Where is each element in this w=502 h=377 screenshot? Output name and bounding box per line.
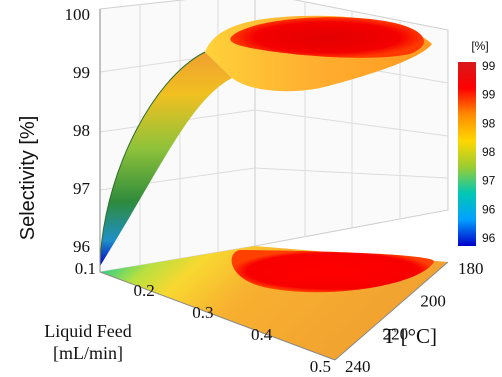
colorbar-gradient xyxy=(458,62,476,246)
colorbar-label: 96 xyxy=(482,202,496,216)
x-axis-label-line1: Liquid Feed xyxy=(44,321,132,341)
y-tick-label: 200 xyxy=(420,292,446,311)
colorbar-label: 99 xyxy=(482,88,496,102)
x-tick-label: 0.2 xyxy=(134,281,155,300)
x-axis-label-line2: [mL/min] xyxy=(53,343,123,363)
colorbar-label: 96 xyxy=(482,231,496,245)
surface-left-edge xyxy=(99,51,206,267)
z-tick-label: 97 xyxy=(73,179,91,198)
y-tick-label: 220 xyxy=(383,324,409,343)
z-tick-label: 99 xyxy=(73,63,90,82)
floor-projection xyxy=(100,246,448,360)
x-tick-label: 0.3 xyxy=(192,303,213,322)
surface-optimum-cap xyxy=(230,17,424,58)
y-axis-label: T [°C] xyxy=(383,324,437,348)
colorbar-label: 98 xyxy=(482,145,496,159)
z-tick-label: 100 xyxy=(65,5,91,24)
floor-red-region xyxy=(231,250,435,293)
colorbar-unit: [%] xyxy=(471,39,488,53)
colorbar-labels: 99 99 98 98 97 96 96 xyxy=(482,59,496,245)
z-tick-labels: 100 99 98 97 96 xyxy=(65,5,91,256)
axis-lines xyxy=(99,9,449,361)
x-tick-label: 0.4 xyxy=(251,325,273,344)
colorbar-label: 98 xyxy=(482,116,496,130)
x-tick-label: 0.5 xyxy=(310,357,331,376)
colorbar: [%] 99 99 98 98 97 96 96 xyxy=(458,39,496,246)
colorbar-label: 97 xyxy=(482,174,496,188)
x-tick-label: 0.1 xyxy=(75,259,96,278)
response-surface xyxy=(99,15,432,267)
surface-front-wall xyxy=(100,52,232,266)
z-axis-label: Selectivity [%] xyxy=(17,116,39,240)
y-tick-label: 180 xyxy=(458,259,484,278)
z-tick-label: 96 xyxy=(73,237,90,256)
colorbar-label: 99 xyxy=(482,59,496,73)
y-tick-label: 240 xyxy=(345,357,371,376)
x-tick-labels: 0.1 0.2 0.3 0.4 0.5 xyxy=(75,259,331,376)
y-tick-labels: 180 200 220 240 xyxy=(345,259,484,376)
z-tick-label: 98 xyxy=(73,121,90,140)
